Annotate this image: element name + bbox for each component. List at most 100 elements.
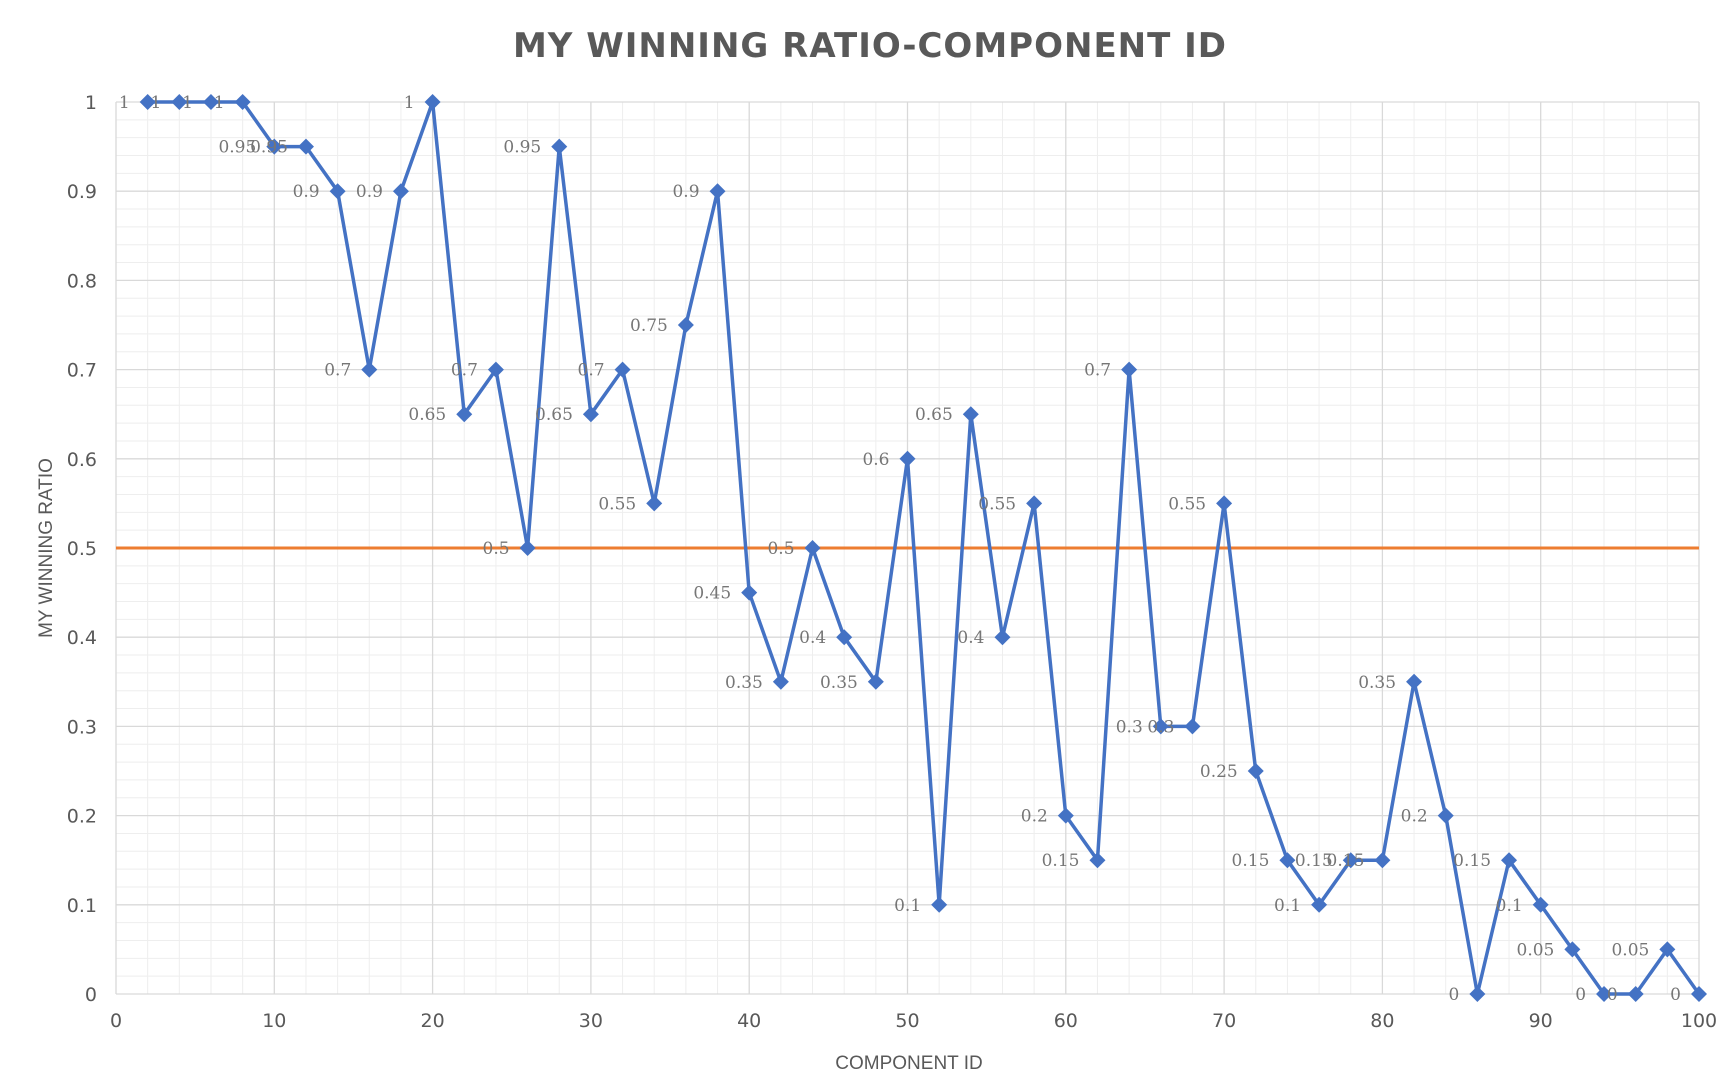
x-tick-label: 20 [421,1010,445,1032]
data-point-marker [741,584,758,601]
data-point-marker [266,138,283,155]
x-tick-label: 60 [1054,1010,1078,1032]
data-label: 0.2 [1401,807,1428,827]
x-tick-label: 80 [1370,1010,1394,1032]
data-label: 0 [1449,985,1460,1005]
data-label: 0.95 [218,138,256,158]
data-point-marker [1564,941,1581,958]
data-point-marker [804,540,821,556]
data-label: 0.35 [1358,673,1396,693]
x-tick-label: 10 [262,1010,286,1032]
data-label: 0.15 [1295,851,1333,871]
data-point-marker [994,629,1011,646]
y-tick-label: 0.4 [67,627,97,649]
data-point-marker [1406,673,1423,690]
y-tick-label: 0.1 [67,895,97,917]
data-point-marker [1152,718,1169,735]
data-point-marker [1342,852,1359,869]
data-point-marker [329,183,346,200]
x-tick-label: 0 [110,1010,122,1032]
data-label: 0.75 [630,316,668,336]
data-label: 0.4 [957,628,984,648]
data-point-marker [297,138,314,155]
y-tick-label: 0 [85,984,97,1006]
data-label: 0.65 [535,405,573,425]
y-tick-label: 0.5 [67,538,97,560]
y-tick-label: 0.8 [67,270,97,292]
data-label: 0.7 [578,361,605,381]
data-point-marker [361,361,378,378]
data-point-marker [1374,852,1391,869]
data-point-marker [202,94,219,110]
x-tick-label: 50 [895,1010,919,1032]
x-tick-label: 90 [1529,1010,1553,1032]
data-label: 1 [404,93,415,113]
data-label: 1 [119,93,130,113]
data-point-marker [1311,896,1328,913]
data-point-marker [1532,896,1549,913]
y-tick-label: 0.2 [67,806,97,828]
data-label: 0.7 [1084,361,1111,381]
data-point-marker [1279,852,1296,869]
x-axis-title: COMPONENT ID [835,1053,982,1074]
y-axis-tick-labels: 0 0.1 0.2 0.3 0.4 0.5 0.6 0.7 0.8 0.9 1 [67,92,97,1006]
data-point-marker [582,406,599,423]
data-label: 0.3 [1147,717,1174,737]
winning-ratio-series [139,94,1707,1002]
y-tick-label: 0.9 [67,181,97,203]
data-label: 1 [182,93,193,113]
x-tick-label: 70 [1212,1010,1236,1032]
data-label: 0.95 [250,138,288,158]
data-point-marker [836,629,853,646]
data-point-marker [1089,852,1106,869]
data-point-marker [1247,763,1264,779]
data-label: 0.55 [978,494,1016,514]
data-labels: 1 1 1 10.950.950.90.70.910.650.70.50.950.65… [119,93,1681,1005]
data-point-marker [1469,986,1486,1002]
x-axis-tick-labels: 0 10 20 30 40 50 60 70 80 90 100 [110,1010,1717,1032]
data-label: 0.15 [1453,851,1491,871]
y-tick-label: 0.7 [67,360,97,382]
data-label: 0.35 [820,673,858,693]
data-label: 0 [1607,985,1618,1005]
data-label: 1 [150,93,161,113]
data-label: 0.6 [862,450,889,470]
y-axis-title: MY WINNING RATIO [36,458,57,638]
data-point-marker [456,406,473,423]
data-label: 0.2 [1021,807,1048,827]
data-label: 0.9 [672,182,699,202]
data-label: 0.35 [725,673,763,693]
x-tick-label: 100 [1681,1010,1717,1032]
data-point-marker [1437,807,1454,824]
data-point-marker [867,673,884,690]
series-line [147,100,1701,996]
data-point-marker [614,361,631,378]
data-point-marker [1184,718,1201,735]
data-label: 0.05 [1517,940,1555,960]
data-point-marker [1627,986,1644,1002]
data-label: 0.65 [915,405,953,425]
data-point-marker [931,896,948,913]
y-tick-label: 0.3 [67,716,97,738]
data-label: 0.25 [1200,762,1238,782]
data-point-marker [1121,361,1138,378]
data-point-marker [772,673,789,690]
data-label: 0.1 [894,896,921,916]
data-point-marker [677,317,694,333]
chart-title: MY WINNING RATIO-COMPONENT ID [513,26,1227,66]
data-label: 0.3 [1116,717,1143,737]
data-label: 0.55 [598,494,636,514]
data-point-marker [962,406,979,423]
data-label: 0 [1575,985,1586,1005]
x-tick-label: 30 [579,1010,603,1032]
data-label: 0 [1670,985,1681,1005]
data-point-marker [487,361,504,378]
data-point-marker [1501,852,1518,869]
data-label: 0.1 [1274,896,1301,916]
data-point-marker [1659,941,1676,958]
data-label: 0.65 [408,405,446,425]
data-label: 0.5 [483,539,510,559]
data-point-marker [519,540,536,556]
data-point-marker [1691,986,1707,1002]
data-label: 0.7 [324,361,351,381]
